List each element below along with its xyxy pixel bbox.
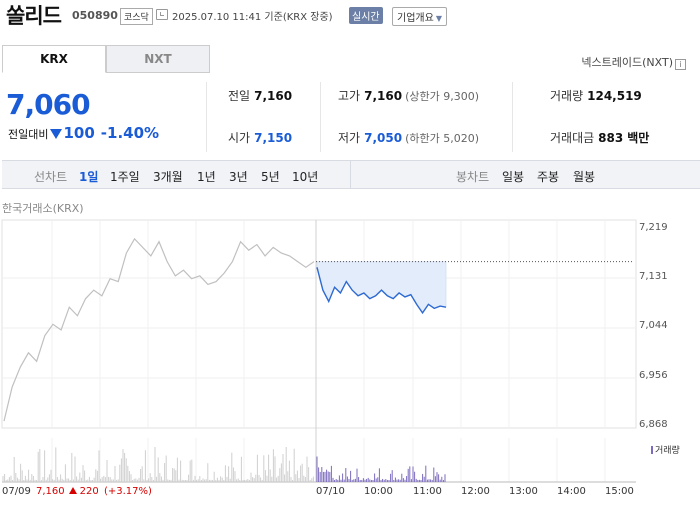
period-1w[interactable]: 1주일 xyxy=(110,170,140,184)
stock-name: 쏠리드 xyxy=(6,4,62,28)
stat-value: 124,519 xyxy=(587,89,642,103)
y-tick: 6,956 xyxy=(639,370,668,381)
volume-legend: 거래량 xyxy=(651,443,680,456)
y-tick: 7,131 xyxy=(639,271,668,282)
x-tick: 10:00 xyxy=(364,486,393,497)
calendar-icon xyxy=(156,9,168,20)
stat-value: 7,160 xyxy=(254,89,293,103)
stat-amount: 거래대금 883 백만 xyxy=(550,129,649,146)
realtime-button[interactable]: 실시간 xyxy=(349,7,383,24)
stat-prev-close: 전일 7,160 xyxy=(228,87,292,104)
x-tick: 07/10 xyxy=(316,486,345,497)
current-price: 7,060 xyxy=(6,88,91,121)
period-3y[interactable]: 3년 xyxy=(229,170,248,184)
company-info-label: 기업개요 xyxy=(397,13,434,24)
stock-code: 050890 xyxy=(72,9,118,22)
lower-limit: (하한가 5,020) xyxy=(405,132,479,145)
stat-open: 시가 7,150 xyxy=(228,129,292,146)
change-label: 전일대비 xyxy=(8,128,49,141)
stat-label: 거래량 xyxy=(550,89,584,103)
candle-chart-label: 봉차트 xyxy=(456,170,490,184)
y-tick: 6,868 xyxy=(639,419,668,430)
stat-label: 고가 xyxy=(338,89,361,103)
prev-date: 07/09 xyxy=(2,486,31,497)
period-5y[interactable]: 5년 xyxy=(261,170,280,184)
upper-limit: (상한가 9,300) xyxy=(405,90,479,103)
divider xyxy=(350,161,351,188)
stat-low: 저가 7,050 (하한가 5,020) xyxy=(338,129,479,146)
down-triangle-icon xyxy=(50,129,63,139)
y-tick: 7,219 xyxy=(639,222,668,233)
period-10y[interactable]: 10년 xyxy=(292,170,319,184)
chart-source: 한국거래소(KRX) xyxy=(2,202,84,215)
change-percent: -1.40% xyxy=(100,124,160,142)
stock-header: 쏠리드 050890 코스닥 2025.07.10 11:41 기준(KRX 장… xyxy=(0,0,700,32)
stat-unit: 백만 xyxy=(627,131,650,145)
period-1y[interactable]: 1년 xyxy=(197,170,216,184)
prev-day-line xyxy=(3,237,315,422)
prev-pct: (+3.17%) xyxy=(103,486,152,497)
period-toolbar: 선차트 1일 1주일 3개월 1년 3년 5년 10년 봉차트 일봉 주봉 월봉 xyxy=(2,160,700,189)
prev-day-summary: 07/09 7,160 220 (+3.17%) xyxy=(2,486,152,497)
company-info-dropdown[interactable]: 기업개요 ▼ xyxy=(392,7,447,26)
stat-label: 저가 xyxy=(338,131,361,145)
divider xyxy=(512,82,513,152)
period-1d[interactable]: 1일 xyxy=(79,170,99,184)
candle-weekly[interactable]: 주봉 xyxy=(537,170,560,184)
x-tick: 14:00 xyxy=(557,486,586,497)
today-area xyxy=(316,261,447,314)
tab-nxt[interactable]: NXT xyxy=(106,45,210,73)
divider xyxy=(320,82,321,152)
today-line xyxy=(316,267,447,315)
change-amount: 100 xyxy=(63,124,95,142)
up-triangle-icon xyxy=(68,487,77,494)
stat-value: 7,150 xyxy=(254,131,293,145)
stat-high: 고가 7,160 (상한가 9,300) xyxy=(338,87,479,104)
divider xyxy=(206,82,207,152)
x-tick: 11:00 xyxy=(413,486,442,497)
prev-close: 7,160 xyxy=(36,486,65,497)
x-tick: 15:00 xyxy=(605,486,634,497)
quote-datetime: 2025.07.10 11:41 기준(KRX 장중) xyxy=(172,12,333,23)
plot-frame xyxy=(1,219,637,429)
stat-volume: 거래량 124,519 xyxy=(550,87,642,104)
stat-label: 전일 xyxy=(228,89,251,103)
prev-change: 220 xyxy=(79,486,99,497)
tab-krx[interactable]: KRX xyxy=(2,45,106,73)
nextrade-link[interactable]: 넥스트레이드(NXT) i xyxy=(581,54,686,70)
line-chart-label: 선차트 xyxy=(34,170,68,184)
price-change: 전일대비 100 -1.40% xyxy=(8,124,159,142)
candle-daily[interactable]: 일봉 xyxy=(502,170,525,184)
period-3m[interactable]: 3개월 xyxy=(153,170,183,184)
info-icon[interactable]: i xyxy=(675,59,686,70)
nextrade-label: 넥스트레이드(NXT) xyxy=(581,56,673,69)
chevron-down-icon: ▼ xyxy=(435,14,442,23)
stat-value: 883 xyxy=(598,131,624,145)
x-tick: 12:00 xyxy=(461,486,490,497)
stat-label: 거래대금 xyxy=(550,131,595,145)
market-badge: 코스닥 xyxy=(120,8,153,25)
stat-value: 7,160 xyxy=(364,89,403,103)
y-tick: 7,044 xyxy=(639,320,668,331)
stat-label: 시가 xyxy=(228,131,251,145)
candle-monthly[interactable]: 월봉 xyxy=(573,170,596,184)
x-tick: 13:00 xyxy=(509,486,538,497)
stat-value: 7,050 xyxy=(364,131,403,145)
